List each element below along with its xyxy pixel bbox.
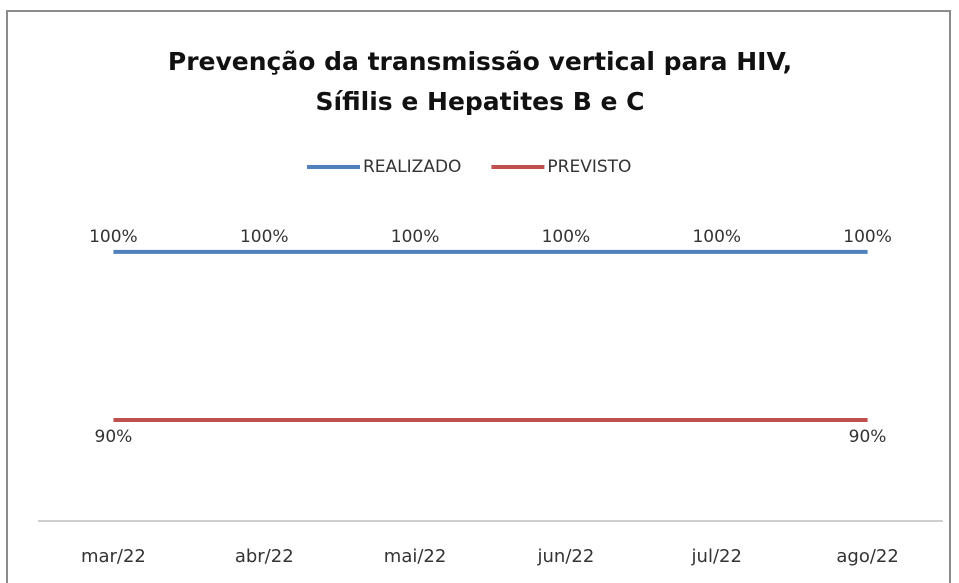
data-label: 100% bbox=[692, 227, 741, 247]
x-tick-label: ago/22 bbox=[836, 546, 898, 567]
legend-label: REALIZADO bbox=[363, 157, 461, 177]
data-label: 100% bbox=[843, 227, 892, 247]
data-label: 100% bbox=[542, 227, 591, 247]
data-label: 90% bbox=[849, 427, 887, 447]
data-label: 90% bbox=[95, 427, 133, 447]
chart-title: Prevenção da transmissão vertical para H… bbox=[167, 47, 793, 116]
chart-frame bbox=[6, 10, 951, 583]
x-tick-label: mar/22 bbox=[81, 546, 146, 567]
data-label: 100% bbox=[240, 227, 289, 247]
data-label: 100% bbox=[391, 227, 440, 247]
data-label: 100% bbox=[89, 227, 138, 247]
legend-label: PREVISTO bbox=[547, 157, 631, 177]
x-tick-label: jun/22 bbox=[537, 546, 595, 567]
x-tick-label: jul/22 bbox=[691, 546, 742, 567]
x-tick-label: mai/22 bbox=[384, 546, 447, 567]
x-tick-label: abr/22 bbox=[235, 546, 294, 567]
